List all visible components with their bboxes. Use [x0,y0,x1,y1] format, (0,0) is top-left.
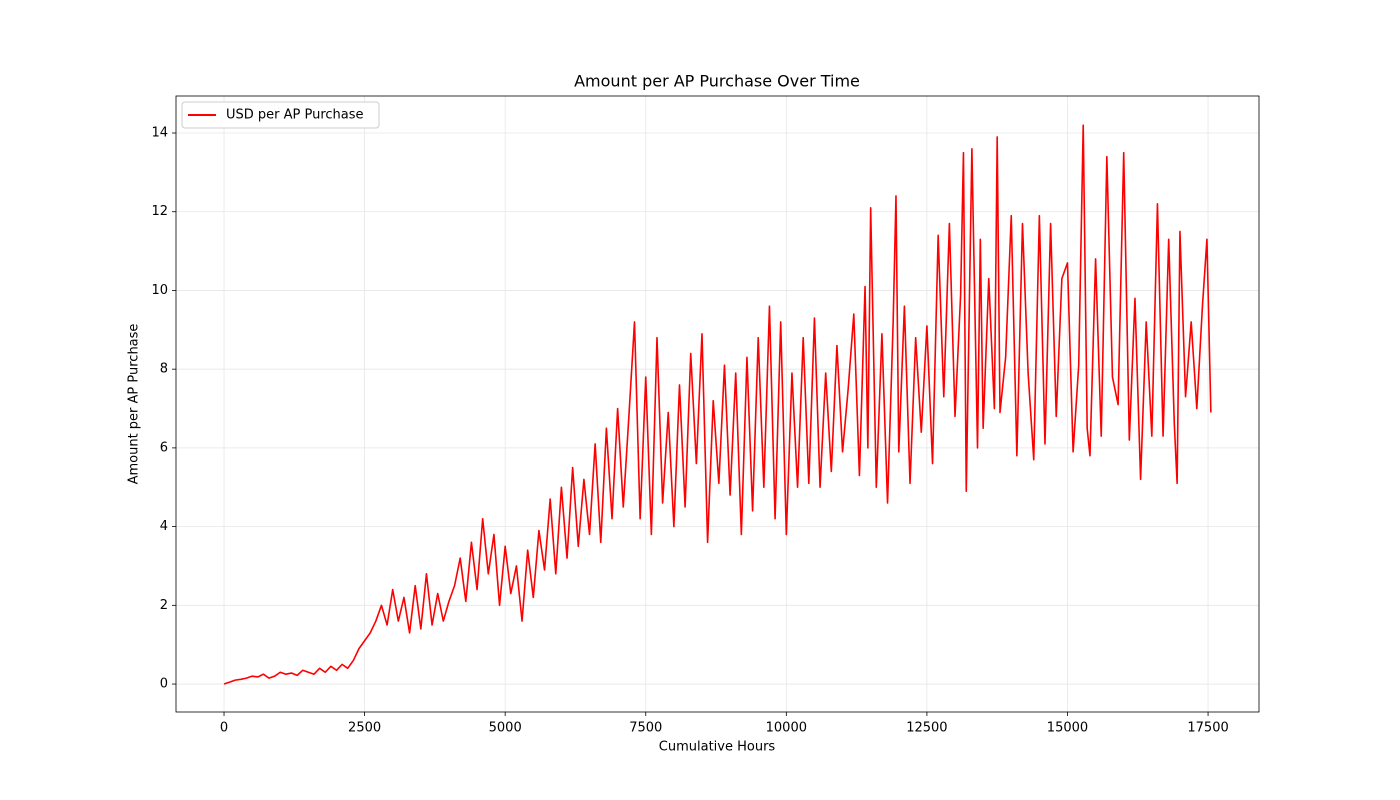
y-tick-label: 4 [160,519,168,534]
x-tick-label: 15000 [1047,721,1088,736]
y-tick-label: 8 [160,362,168,377]
x-tick-label: 5000 [489,721,522,736]
y-tick-label: 0 [160,677,168,692]
x-axis-label: Cumulative Hours [659,740,776,755]
y-tick-label: 6 [160,440,168,455]
x-tick-label: 2500 [348,721,381,736]
x-tick-label: 12500 [906,721,947,736]
plot-frame [175,95,1260,713]
x-tick-label: 17500 [1187,721,1228,736]
y-tick-label: 14 [151,125,168,140]
x-tick-label: 0 [220,721,228,736]
x-tick-label: 10000 [766,721,807,736]
y-axis-label: Amount per AP Purchase [127,324,142,485]
y-tick-label: 10 [151,283,168,298]
data-line [223,124,1212,685]
x-tick-label: 7500 [629,721,662,736]
legend-box [181,101,380,129]
chart-title: Amount per AP Purchase Over Time [574,72,860,91]
legend: USD per AP Purchase [181,101,380,129]
y-tick-label: 12 [151,204,168,219]
y-tick-label: 2 [160,598,168,613]
legend-label: USD per AP Purchase [226,108,364,123]
